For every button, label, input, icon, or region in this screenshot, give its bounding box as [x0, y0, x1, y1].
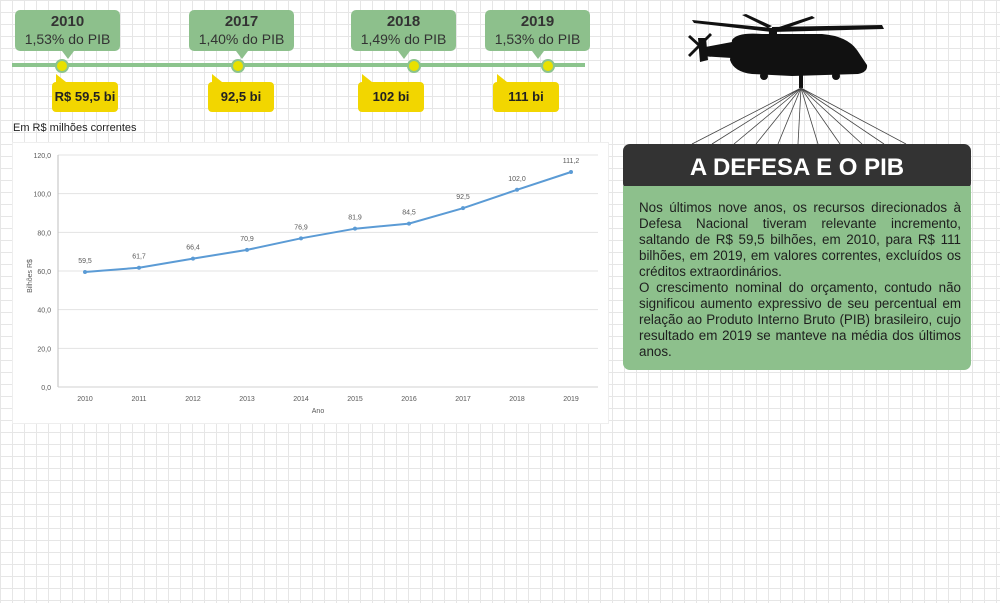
y-tick-label: 0,0	[41, 385, 51, 392]
y-tick-label: 60,0	[37, 269, 51, 276]
helicopter-icon	[688, 14, 907, 145]
data-label: 76,9	[294, 224, 308, 231]
data-point	[83, 269, 87, 274]
y-tick-label: 80,0	[37, 230, 51, 237]
timeline-dot-2018	[407, 59, 421, 73]
data-point	[461, 206, 465, 211]
data-point	[191, 256, 195, 261]
data-point	[245, 247, 249, 252]
timeline-year: 2017	[224, 13, 259, 30]
data-label: 66,4	[186, 245, 200, 252]
timeline-year: 2018	[386, 13, 421, 30]
timeline-year: 2010	[50, 13, 85, 30]
timeline-value-2017: 92,5 bi	[208, 74, 274, 112]
chart-panel: 0,0 20,0 40,0 60,0 80,0 100,0 120,0 2010 2011 201…	[12, 142, 609, 424]
x-tick-label: 2013	[239, 396, 255, 403]
y-tick-label: 100,0	[33, 192, 51, 199]
timeline-pct: 1,49% do PIB	[360, 31, 447, 47]
panel-body: Nos últimos nove anos, os recursos direc…	[623, 186, 971, 370]
x-tick-label: 2011	[131, 396, 146, 403]
data-label: 70,9	[240, 236, 254, 243]
timeline-pct: 1,40% do PIB	[198, 31, 285, 47]
data-point	[515, 187, 519, 192]
data-label: 81,9	[348, 215, 362, 222]
x-tick-label: 2017	[455, 396, 471, 403]
timeline-value-2010: R$ 59,5 bi	[52, 74, 118, 112]
data-label: 102,0	[508, 176, 526, 183]
x-tick-label: 2015	[347, 396, 363, 403]
timeline-value-2018: 102 bi	[358, 74, 424, 112]
x-tick-label: 2010	[77, 396, 93, 403]
y-tick-label: 120,0	[33, 153, 51, 160]
data-label: 111,2	[563, 158, 580, 165]
data-label: 59,5	[78, 258, 92, 265]
timeline-pct: 1,53% do PIB	[24, 31, 111, 47]
x-axis-title: Ano	[312, 408, 325, 415]
timeline-pill-2017: 2017 1,40% do PIB	[189, 10, 294, 59]
x-tick-label: 2012	[185, 396, 201, 403]
timeline-pill-2018: 2018 1,49% do PIB	[351, 10, 456, 59]
data-label: 61,7	[132, 254, 146, 261]
x-tick-label: 2014	[293, 396, 309, 403]
timeline-pill-2010: 2010 1,53% do PIB	[15, 10, 120, 59]
timeline-dot-2017	[231, 59, 245, 73]
y-tick-label: 40,0	[37, 308, 51, 315]
data-point	[353, 226, 357, 231]
panel-paragraph-2: O crescimento nominal do orçamento, cont…	[639, 280, 961, 359]
data-point	[569, 170, 573, 175]
x-tick-label: 2019	[563, 396, 579, 403]
y-axis-title: Bilhões R$	[27, 259, 34, 293]
series-line	[84, 171, 572, 273]
data-point	[407, 221, 411, 226]
data-point	[299, 236, 303, 241]
data-label: 92,5	[456, 194, 470, 201]
line-chart: 0,0 20,0 40,0 60,0 80,0 100,0 120,0 2010 2011 201…	[27, 153, 598, 415]
chart-caption: Em R$ milhões correntes	[13, 122, 137, 134]
panel-paragraph-1: Nos últimos nove anos, os recursos direc…	[639, 200, 961, 279]
x-tick-label: 2018	[509, 396, 525, 403]
data-label: 84,5	[402, 210, 416, 217]
timeline-line	[12, 63, 585, 67]
timeline-value-2019: 111 bi	[493, 74, 559, 112]
timeline-pct: 1,53% do PIB	[494, 31, 581, 47]
data-point	[137, 265, 141, 270]
timeline-dot-2019	[541, 59, 555, 73]
y-tick-label: 20,0	[37, 346, 51, 353]
timeline-dot-2010	[55, 59, 69, 73]
x-tick-label: 2016	[401, 396, 417, 403]
panel-title: A DEFESA E O PIB	[623, 144, 971, 190]
timeline-year: 2019	[520, 13, 555, 30]
timeline-pill-2019: 2019 1,53% do PIB	[485, 10, 590, 59]
